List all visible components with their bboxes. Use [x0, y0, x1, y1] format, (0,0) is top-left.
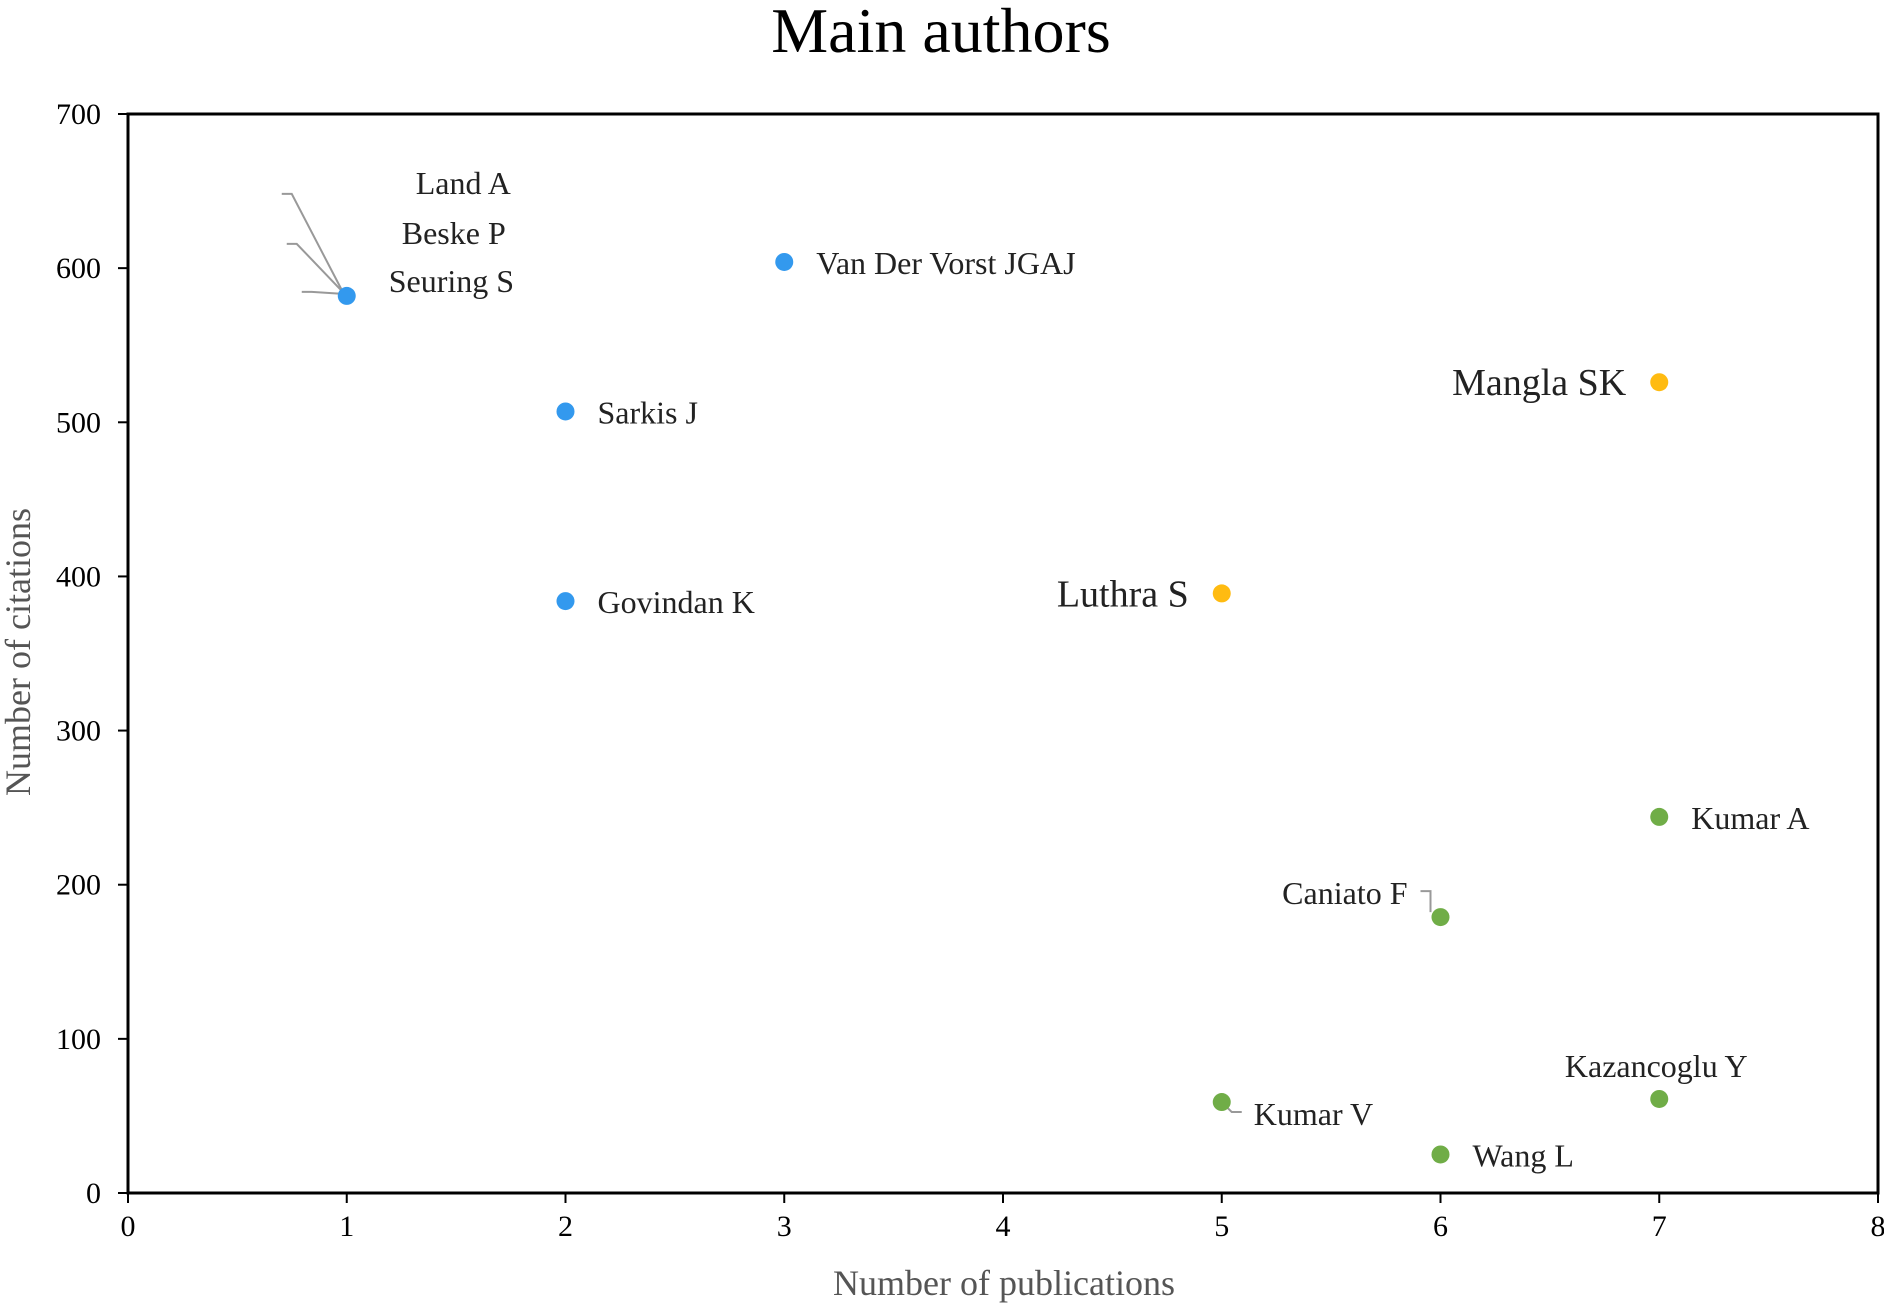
axis-ticks: 0 1 2 3 4 5 6 7 8 0 100 200 300 400 500 600 700: [56, 98, 1884, 1243]
point-label: Beske P: [402, 215, 506, 251]
x-tick-label: 2: [558, 1210, 573, 1243]
data-point: [1212, 584, 1231, 603]
data-point: [556, 402, 575, 421]
point-label: Mangla SK: [1452, 362, 1627, 404]
leader-line: [286, 242, 344, 293]
x-tick-label: 6: [1433, 1210, 1448, 1243]
data-point: [1650, 807, 1669, 826]
y-tick-label: 700: [56, 98, 101, 131]
y-tick-label: 500: [56, 406, 101, 439]
data-point: [337, 286, 356, 305]
y-tick-label: 200: [56, 869, 101, 902]
x-tick-label: 7: [1652, 1210, 1667, 1243]
point-label: Van Der Vorst JGAJ: [816, 245, 1075, 281]
data-point: [556, 592, 575, 611]
point-label: Sarkis J: [598, 394, 698, 430]
y-tick-label: 400: [56, 560, 101, 593]
point-labels: Land A Beske P Seuring S Van Der Vorst JGAJ…: [389, 165, 1810, 1174]
y-tick-label: 300: [56, 715, 101, 748]
chart-title: Main authors: [771, 0, 1111, 66]
leader-lines: [281, 192, 1432, 1114]
y-tick-label: 0: [86, 1177, 101, 1210]
x-axis-label: Number of publications: [833, 1263, 1175, 1303]
point-label: Govindan K: [598, 584, 755, 620]
point-label: Seuring S: [389, 263, 514, 299]
point-label: Kumar A: [1691, 800, 1809, 836]
point-label: Kumar V: [1254, 1096, 1373, 1132]
x-tick-label: 1: [339, 1210, 354, 1243]
data-point: [775, 252, 794, 271]
point-label: Wang L: [1473, 1137, 1574, 1173]
leader-line: [1420, 890, 1432, 913]
point-label: Caniato F: [1282, 875, 1407, 911]
y-tick-label: 100: [56, 1023, 101, 1056]
y-axis-label: Number of citations: [0, 508, 38, 796]
x-tick-label: 3: [777, 1210, 792, 1243]
data-point: [1650, 1089, 1669, 1108]
data-point: [1212, 1093, 1231, 1112]
x-tick-label: 5: [1214, 1210, 1229, 1243]
point-label: Land A: [416, 165, 511, 201]
x-tick-label: 4: [996, 1210, 1011, 1243]
leader-line: [301, 290, 343, 295]
leader-line: [281, 192, 344, 293]
data-point: [1650, 373, 1669, 392]
data-point: [1431, 908, 1450, 927]
data-points: [337, 252, 1669, 1164]
x-tick-label: 0: [121, 1210, 136, 1243]
point-label: Kazancoglu Y: [1565, 1048, 1748, 1084]
y-tick-label: 600: [56, 252, 101, 285]
data-point: [1431, 1145, 1450, 1164]
x-tick-label: 8: [1871, 1210, 1884, 1243]
point-label: Luthra S: [1057, 573, 1189, 615]
